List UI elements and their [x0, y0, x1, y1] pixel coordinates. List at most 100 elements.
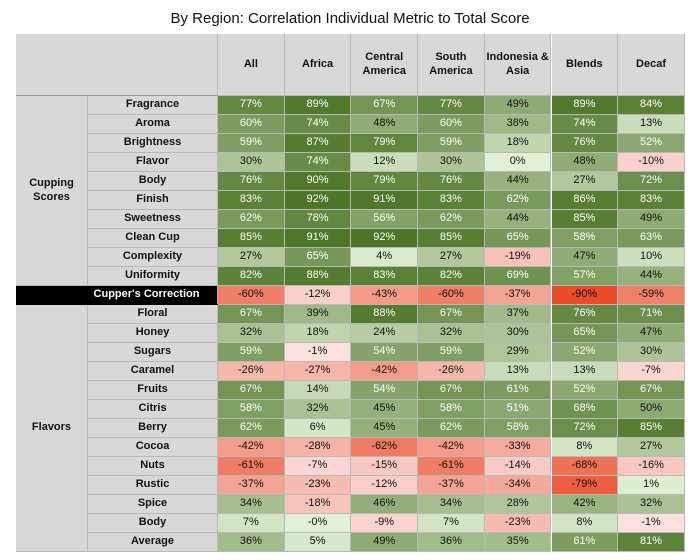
- data-cell: -90%: [551, 286, 619, 305]
- data-cell: 52%: [618, 134, 685, 153]
- row-label: Finish: [88, 191, 218, 210]
- data-cell: 62%: [218, 210, 285, 229]
- data-cell: 82%: [418, 267, 485, 286]
- data-cell: 83%: [218, 191, 285, 210]
- data-cell: -18%: [284, 495, 352, 514]
- data-cell: -14%: [484, 457, 552, 476]
- data-cell: 86%: [551, 191, 619, 210]
- data-cell: 58%: [551, 229, 619, 248]
- data-cell: 27%: [218, 248, 285, 267]
- data-cell: -10%: [618, 153, 685, 172]
- data-cell: -7%: [618, 362, 685, 381]
- data-cell: 76%: [418, 172, 485, 191]
- row-label: Body: [88, 514, 218, 533]
- data-cell: -23%: [284, 476, 352, 495]
- data-cell: 34%: [218, 495, 285, 514]
- data-cell: 34%: [418, 495, 485, 514]
- data-cell: 18%: [284, 324, 352, 343]
- data-cell: 49%: [351, 533, 419, 552]
- data-cell: 82%: [218, 267, 285, 286]
- data-cell: 88%: [284, 267, 352, 286]
- data-cell: 10%: [618, 248, 685, 267]
- row-label: Brightness: [88, 134, 218, 153]
- data-cell: 13%: [551, 362, 619, 381]
- data-cell: 79%: [351, 134, 419, 153]
- data-cell: 45%: [351, 400, 419, 419]
- group-label: Cupping Scores: [16, 96, 88, 286]
- row-label: Citris: [88, 400, 218, 419]
- data-cell: 39%: [284, 305, 352, 324]
- data-cell: 38%: [484, 115, 552, 134]
- data-cell: 30%: [618, 343, 685, 362]
- data-cell: -37%: [418, 476, 485, 495]
- data-cell: 84%: [618, 96, 685, 115]
- data-cell: 50%: [618, 400, 685, 419]
- data-cell: 92%: [284, 191, 352, 210]
- data-cell: 59%: [418, 343, 485, 362]
- data-cell: 7%: [418, 514, 485, 533]
- data-cell: 49%: [484, 96, 552, 115]
- data-cell: -37%: [484, 286, 552, 305]
- data-cell: -26%: [218, 362, 285, 381]
- data-cell: -27%: [284, 362, 352, 381]
- data-cell: 74%: [284, 153, 352, 172]
- row-label: Honey: [88, 324, 218, 343]
- data-cell: 69%: [484, 267, 552, 286]
- data-cell: 89%: [551, 96, 619, 115]
- data-cell: 57%: [551, 267, 619, 286]
- data-cell: 72%: [551, 419, 619, 438]
- data-cell: 65%: [551, 324, 619, 343]
- data-cell: 76%: [551, 305, 619, 324]
- data-cell: -23%: [484, 514, 552, 533]
- row-label: Flavor: [88, 153, 218, 172]
- data-cell: -28%: [284, 438, 352, 457]
- data-cell: 62%: [218, 419, 285, 438]
- data-cell: 28%: [484, 495, 552, 514]
- data-cell: 58%: [218, 400, 285, 419]
- data-cell: -79%: [551, 476, 619, 495]
- data-cell: 62%: [418, 210, 485, 229]
- data-cell: 36%: [218, 533, 285, 552]
- data-cell: 37%: [484, 305, 552, 324]
- data-cell: -62%: [351, 438, 419, 457]
- column-header: Blends: [551, 34, 619, 96]
- row-label: Caramel: [88, 362, 218, 381]
- data-cell: 91%: [284, 229, 352, 248]
- data-cell: -60%: [418, 286, 485, 305]
- data-cell: -19%: [484, 248, 552, 267]
- data-cell: 54%: [351, 343, 419, 362]
- data-cell: 29%: [484, 343, 552, 362]
- data-cell: -42%: [418, 438, 485, 457]
- data-cell: 32%: [418, 324, 485, 343]
- data-cell: 14%: [284, 381, 352, 400]
- chart-title: By Region: Correlation Individual Metric…: [170, 10, 530, 27]
- data-cell: 0%: [484, 153, 552, 172]
- data-cell: 74%: [551, 115, 619, 134]
- row-label: Body: [88, 172, 218, 191]
- data-cell: 83%: [351, 267, 419, 286]
- column-header: Africa: [284, 34, 352, 96]
- data-cell: 7%: [218, 514, 285, 533]
- data-cell: -34%: [484, 476, 552, 495]
- row-label: Cupper's Correction: [16, 286, 218, 305]
- data-cell: 8%: [551, 514, 619, 533]
- data-cell: -60%: [218, 286, 285, 305]
- data-cell: -42%: [218, 438, 285, 457]
- data-cell: 85%: [418, 229, 485, 248]
- row-label: Rustic: [88, 476, 218, 495]
- group-label: Flavors: [16, 305, 88, 552]
- data-cell: 52%: [551, 381, 619, 400]
- row-label: Spice: [88, 495, 218, 514]
- data-cell: 61%: [551, 533, 619, 552]
- row-label: Nuts: [88, 457, 218, 476]
- data-cell: 56%: [351, 210, 419, 229]
- data-cell: 71%: [618, 305, 685, 324]
- data-cell: 58%: [418, 400, 485, 419]
- data-cell: 30%: [418, 153, 485, 172]
- data-cell: 65%: [484, 229, 552, 248]
- data-cell: 5%: [284, 533, 352, 552]
- data-cell: 67%: [218, 305, 285, 324]
- data-cell: 85%: [618, 419, 685, 438]
- data-cell: -9%: [351, 514, 419, 533]
- header-corner: [16, 34, 218, 96]
